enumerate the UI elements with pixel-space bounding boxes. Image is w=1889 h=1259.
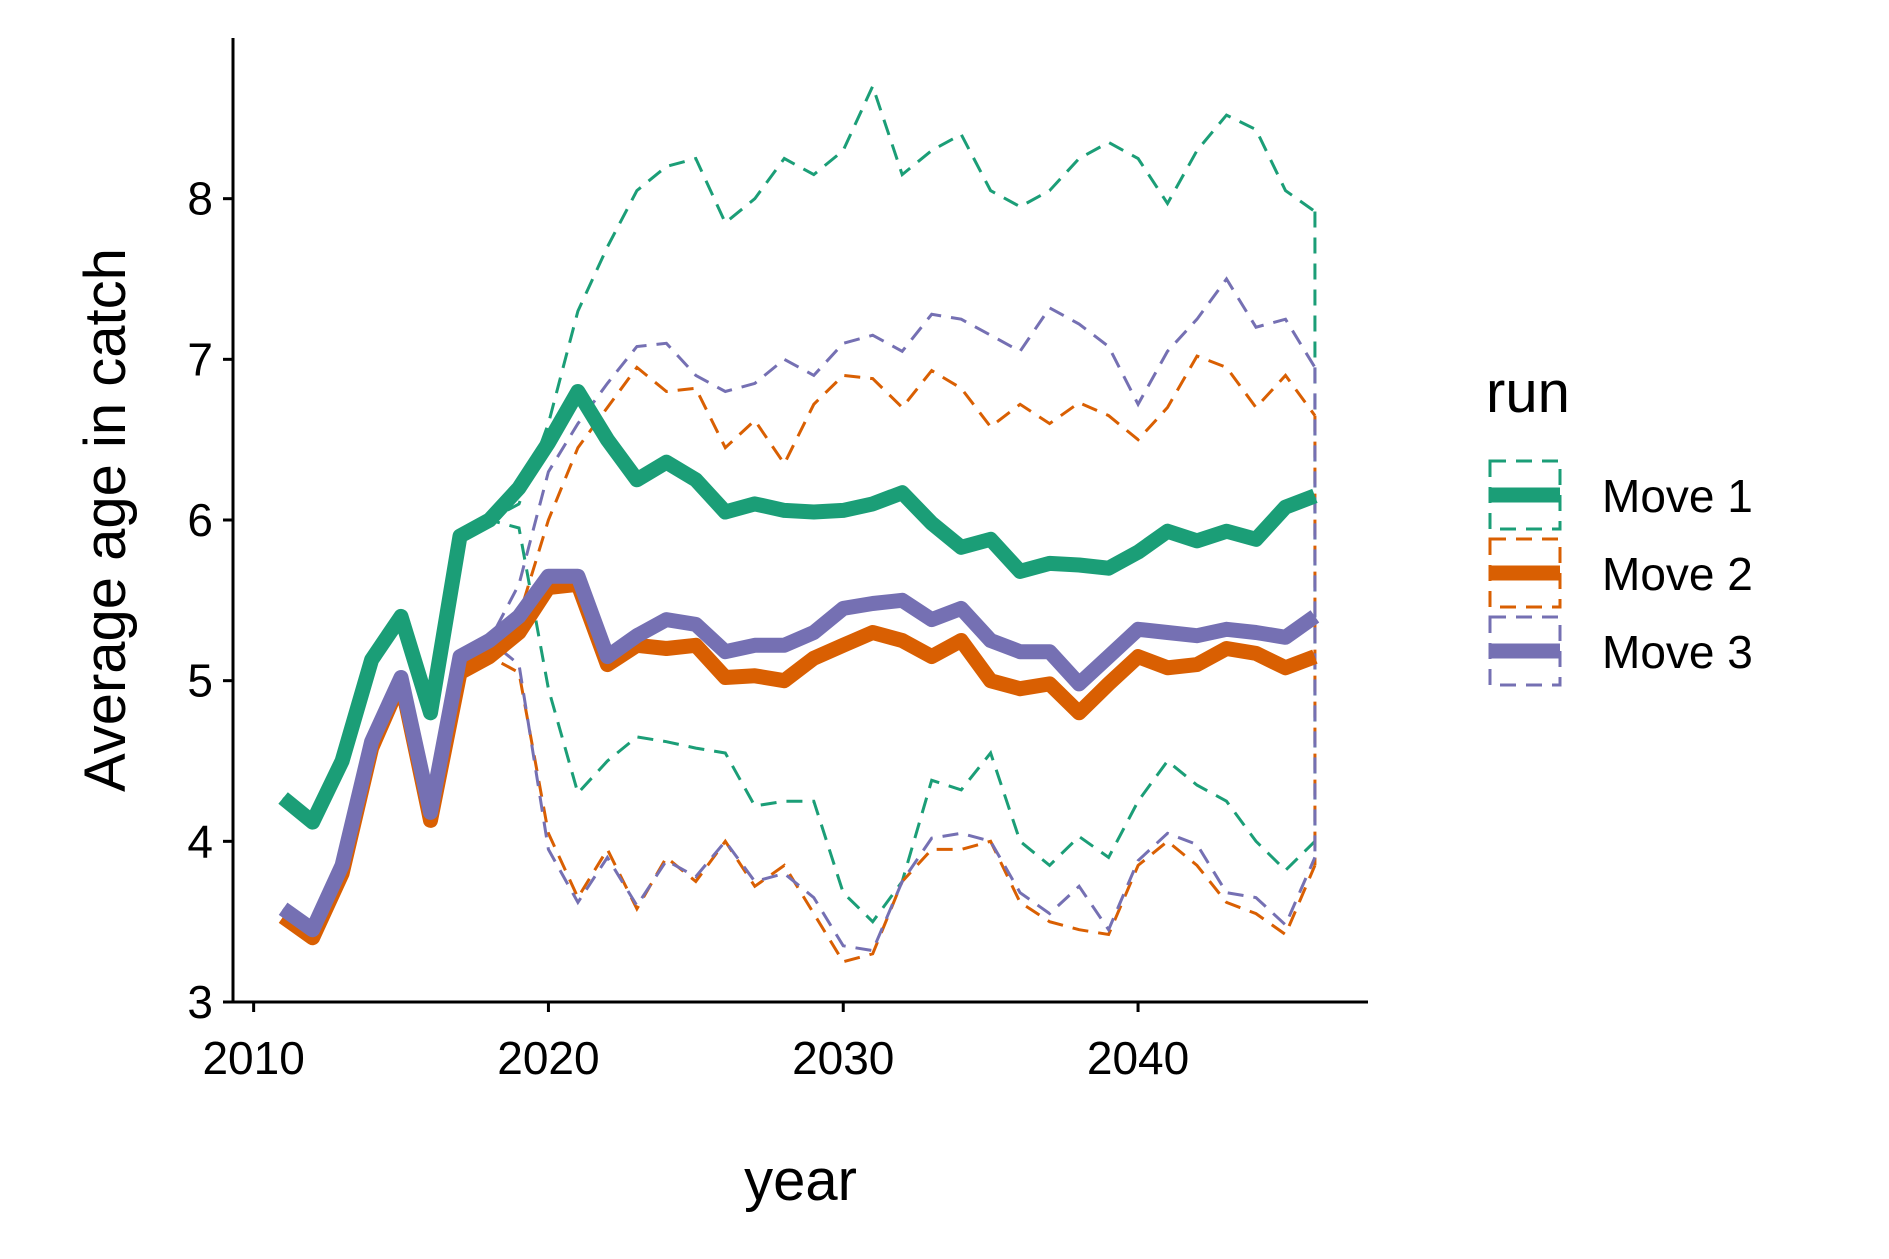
legend-label: Move 1: [1602, 470, 1753, 522]
y-tick-label: 6: [187, 494, 213, 546]
series-1-lower-line: [282, 518, 1316, 924]
y-tick-label: 3: [187, 976, 213, 1028]
x-tick-label: 2040: [1087, 1032, 1189, 1084]
legend-label: Move 3: [1602, 626, 1753, 678]
series-3: [282, 276, 1317, 953]
y-tick-label: 7: [187, 333, 213, 385]
legend-title: run: [1486, 360, 1570, 425]
series-3-upper-line: [282, 276, 1317, 932]
x-tick-label: 2010: [202, 1032, 304, 1084]
axes-layer: [231, 38, 1368, 1004]
series-3-mean-line: [278, 568, 1320, 938]
series-layer: [278, 82, 1320, 964]
legend-item: Move 3: [1488, 615, 1753, 687]
y-tick-label: 8: [187, 173, 213, 225]
x-tick-label: 2030: [792, 1032, 894, 1084]
x-axis-title: year: [744, 1148, 857, 1213]
legend-items: Move 1 Move 2 Move 3: [1488, 459, 1753, 687]
legend: run Move 1 Move 2 Move 3: [1486, 360, 1753, 687]
legend-item: Move 1: [1488, 459, 1753, 531]
y-axis-title: Average age in catch: [73, 248, 138, 792]
legend-label: Move 2: [1602, 548, 1753, 600]
series-1-mean-line: [278, 384, 1318, 830]
legend-item: Move 2: [1488, 537, 1753, 609]
y-tick-label: 5: [187, 655, 213, 707]
series-1-upper-line: [282, 82, 1316, 825]
ticks-layer: 2010 2020 2030 2040 3 4 5 6 7 8: [187, 173, 1189, 1084]
y-tick-label: 4: [187, 815, 213, 867]
x-tick-label: 2020: [497, 1032, 599, 1084]
